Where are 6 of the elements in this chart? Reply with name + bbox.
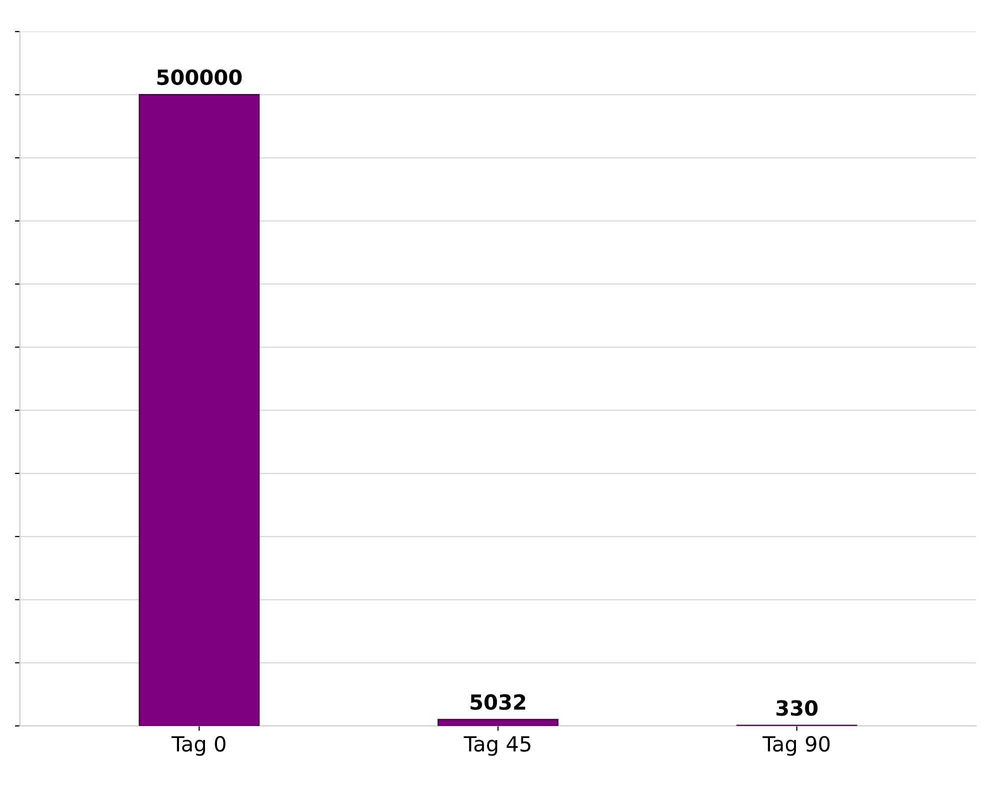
data-label: 330 [776,700,818,716]
data-label: 5032 [470,694,526,710]
x-tick-label: Tag 45 [464,736,530,756]
x-tick-label: Tag 0 [172,736,226,756]
data-label: 500000 [157,69,242,86]
x-tick-label: Tag 90 [762,736,830,756]
